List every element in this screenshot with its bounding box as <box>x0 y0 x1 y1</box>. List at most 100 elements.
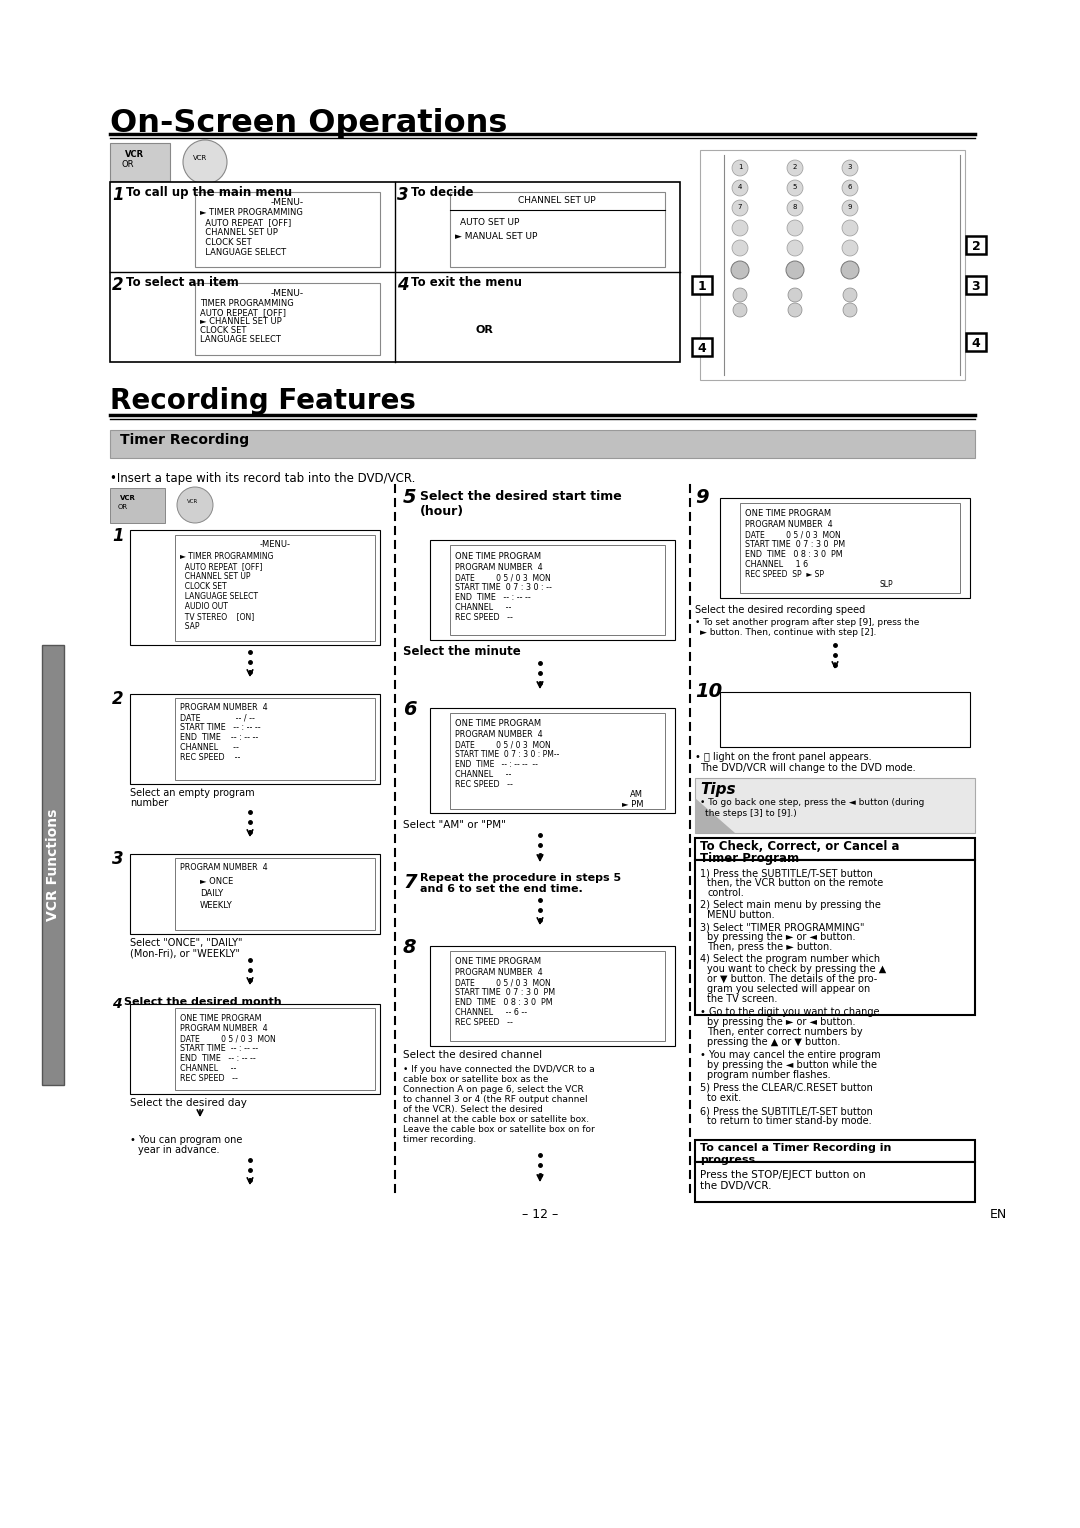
Text: PROGRAM NUMBER  4: PROGRAM NUMBER 4 <box>745 520 833 529</box>
Bar <box>696 860 975 1015</box>
Bar <box>110 144 170 180</box>
Text: To call up the main menu: To call up the main menu <box>126 186 292 199</box>
Text: REC SPEED   --: REC SPEED -- <box>455 613 513 622</box>
Text: REC SPEED    --: REC SPEED -- <box>180 753 241 762</box>
Text: END  TIME   -- : -- --  --: END TIME -- : -- -- -- <box>455 759 538 769</box>
Text: 4: 4 <box>397 277 408 293</box>
Text: DATE         0 5 / 0 3  MON: DATE 0 5 / 0 3 MON <box>180 1034 275 1044</box>
Text: ONE TIME PROGRAM: ONE TIME PROGRAM <box>455 957 541 966</box>
Text: by pressing the ► or ◄ button.: by pressing the ► or ◄ button. <box>707 1018 855 1027</box>
Bar <box>110 429 975 458</box>
Text: START TIME  0 7 : 3 0  PM: START TIME 0 7 : 3 0 PM <box>745 539 846 549</box>
Text: • ⓜ light on the front panel appears.: • ⓜ light on the front panel appears. <box>696 752 872 762</box>
Text: 9: 9 <box>696 487 708 507</box>
Text: Repeat the procedure in steps 5: Repeat the procedure in steps 5 <box>420 872 621 883</box>
Text: Select "AM" or "PM": Select "AM" or "PM" <box>403 821 505 830</box>
Text: Press the STOP/EJECT button on: Press the STOP/EJECT button on <box>700 1170 866 1180</box>
Text: control.: control. <box>707 888 744 898</box>
Text: AUTO REPEAT  [OFF]: AUTO REPEAT [OFF] <box>200 219 292 228</box>
Text: or ▼ button. The details of the pro-: or ▼ button. The details of the pro- <box>707 973 877 984</box>
Text: ► TIMER PROGRAMMING: ► TIMER PROGRAMMING <box>180 552 273 561</box>
Text: 2) Select main menu by pressing the: 2) Select main menu by pressing the <box>700 900 881 911</box>
Text: • You can program one: • You can program one <box>130 1135 242 1144</box>
Bar <box>450 714 665 808</box>
Bar <box>740 503 960 593</box>
Text: DATE              -- / --: DATE -- / -- <box>180 714 255 723</box>
Text: VCR Functions: VCR Functions <box>46 808 60 921</box>
Text: AUDIO OUT: AUDIO OUT <box>180 602 228 611</box>
Text: gram you selected will appear on: gram you selected will appear on <box>707 984 870 995</box>
Bar <box>720 692 970 747</box>
Text: ONE TIME PROGRAM: ONE TIME PROGRAM <box>745 509 832 518</box>
Text: by pressing the ► or ◄ button.: by pressing the ► or ◄ button. <box>707 932 855 941</box>
Text: On-Screen Operations: On-Screen Operations <box>110 108 508 139</box>
Bar <box>696 778 975 833</box>
Text: OR: OR <box>118 504 129 510</box>
Bar <box>175 698 375 779</box>
Text: MENU button.: MENU button. <box>707 911 774 920</box>
Circle shape <box>732 200 748 215</box>
Text: ► button. Then, continue with step [2].: ► button. Then, continue with step [2]. <box>700 628 876 637</box>
Bar <box>966 235 986 254</box>
Text: DATE         0 5 / 0 3  MON: DATE 0 5 / 0 3 MON <box>455 740 551 749</box>
Text: LANGUAGE SELECT: LANGUAGE SELECT <box>200 248 286 257</box>
Text: WEEKLY: WEEKLY <box>200 902 233 911</box>
Text: AUTO REPEAT  [OFF]: AUTO REPEAT [OFF] <box>200 309 286 316</box>
Bar <box>175 1008 375 1089</box>
Bar <box>692 277 712 293</box>
Bar <box>430 707 675 813</box>
Text: ► PM: ► PM <box>622 801 644 808</box>
Text: AUTO REPEAT  [OFF]: AUTO REPEAT [OFF] <box>180 562 262 571</box>
Text: END  TIME   -- : -- --: END TIME -- : -- -- <box>455 593 530 602</box>
Text: 8: 8 <box>403 938 417 957</box>
Text: 9: 9 <box>848 205 852 209</box>
Text: (hour): (hour) <box>420 504 464 518</box>
Circle shape <box>732 220 748 235</box>
Text: VCR: VCR <box>120 495 136 501</box>
Text: 3) Select "TIMER PROGRAMMING": 3) Select "TIMER PROGRAMMING" <box>700 921 864 932</box>
Text: 6: 6 <box>403 700 417 720</box>
Text: 1: 1 <box>112 527 123 545</box>
Text: of the VCR). Select the desired: of the VCR). Select the desired <box>403 1105 543 1114</box>
Text: Then, press the ► button.: Then, press the ► button. <box>707 941 833 952</box>
Text: Timer Recording: Timer Recording <box>120 432 249 448</box>
Text: (Mon-Fri), or "WEEKLY": (Mon-Fri), or "WEEKLY" <box>130 947 240 958</box>
Bar <box>42 645 64 1085</box>
Bar <box>130 694 380 784</box>
Bar <box>130 854 380 934</box>
Circle shape <box>841 261 859 280</box>
Text: REC SPEED   --: REC SPEED -- <box>455 779 513 788</box>
Text: VCR: VCR <box>193 154 207 160</box>
Text: 4: 4 <box>698 342 706 354</box>
Text: Connection A on page 6, select the VCR: Connection A on page 6, select the VCR <box>403 1085 584 1094</box>
Text: REC SPEED   --: REC SPEED -- <box>180 1074 238 1083</box>
Text: -MENU-: -MENU- <box>270 289 303 298</box>
Text: ► ONCE: ► ONCE <box>200 877 233 886</box>
Bar <box>696 1161 975 1203</box>
Text: Select an empty program: Select an empty program <box>130 788 255 798</box>
Circle shape <box>733 303 747 316</box>
Text: 6: 6 <box>848 183 852 189</box>
Circle shape <box>732 180 748 196</box>
Text: START TIME   -- : -- --: START TIME -- : -- -- <box>180 723 260 732</box>
Polygon shape <box>720 154 955 374</box>
Text: 2: 2 <box>793 163 797 170</box>
Text: Select the desired day: Select the desired day <box>130 1099 247 1108</box>
Text: LANGUAGE SELECT: LANGUAGE SELECT <box>200 335 281 344</box>
Text: by pressing the ◄ button while the: by pressing the ◄ button while the <box>707 1060 877 1070</box>
Bar <box>966 333 986 351</box>
Text: CLOCK SET: CLOCK SET <box>200 325 246 335</box>
Text: OR: OR <box>475 325 492 335</box>
Text: END  TIME   -- : -- --: END TIME -- : -- -- <box>180 1054 256 1063</box>
Text: DATE         0 5 / 0 3  MON: DATE 0 5 / 0 3 MON <box>745 530 840 539</box>
Text: PROGRAM NUMBER  4: PROGRAM NUMBER 4 <box>180 863 268 872</box>
Text: 7: 7 <box>403 872 417 892</box>
Text: To exit the menu: To exit the menu <box>411 277 522 289</box>
Text: CHANNEL      --: CHANNEL -- <box>180 743 239 752</box>
Text: 8: 8 <box>793 205 797 209</box>
Text: ONE TIME PROGRAM: ONE TIME PROGRAM <box>455 720 541 727</box>
Circle shape <box>788 287 802 303</box>
Text: Leave the cable box or satellite box on for: Leave the cable box or satellite box on … <box>403 1125 595 1134</box>
Circle shape <box>842 160 858 176</box>
Text: • To set another program after step [9], press the: • To set another program after step [9],… <box>696 617 919 626</box>
